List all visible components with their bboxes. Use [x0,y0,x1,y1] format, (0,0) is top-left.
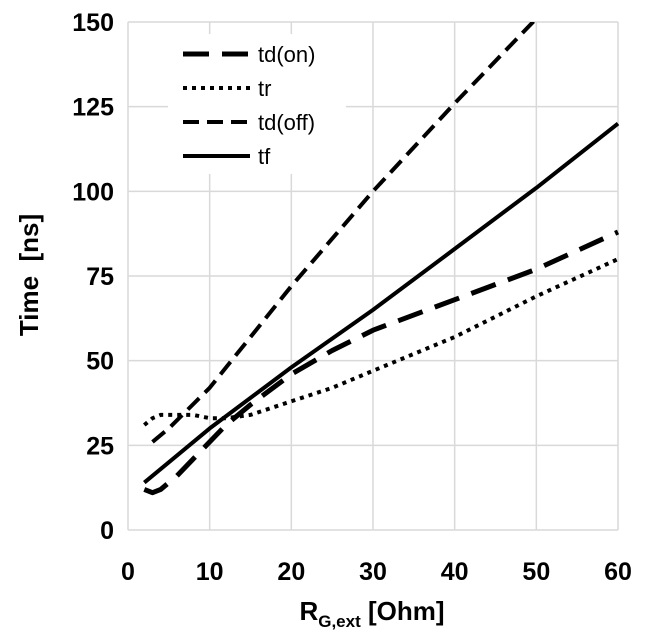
x-tick-label: 30 [359,558,387,586]
x-axis-title-sub: G,ext [318,612,361,631]
legend: td(on) tr td(off) tf [168,34,346,174]
x-axis-title-unit: [Ohm] [361,596,445,626]
series-line-tf [143,122,620,485]
tick-labels: 0 25 50 75 100 125 150 0 10 20 30 40 50 60 [72,9,632,586]
x-tick-label: 50 [522,558,550,586]
legend-label: tr [258,76,271,101]
series-layer [143,22,620,496]
y-tick-label: 50 [86,348,114,376]
x-axis-title: RG,ext [Ohm] [299,596,444,631]
y-tick-label: 25 [86,432,114,460]
x-axis-title-main: R [299,596,318,626]
y-tick-label: 0 [100,517,114,545]
y-tick-label: 100 [72,178,114,206]
legend-background [168,34,346,174]
x-tick-label: 60 [604,558,632,586]
y-tick-label: 125 [72,94,114,122]
x-tick-label: 0 [121,558,135,586]
legend-label: td(on) [258,42,315,67]
legend-label: td(off) [258,110,315,135]
y-axis-title: Time [ns] [14,214,44,336]
series-line-td-on [143,229,620,496]
y-tick-label: 75 [86,263,114,291]
y-tick-label: 150 [72,9,114,37]
x-tick-label: 10 [196,558,224,586]
x-tick-label: 40 [441,558,469,586]
grid [127,21,619,531]
series-line-tr [143,257,619,427]
x-tick-label: 20 [277,558,305,586]
legend-label: tf [258,144,271,169]
